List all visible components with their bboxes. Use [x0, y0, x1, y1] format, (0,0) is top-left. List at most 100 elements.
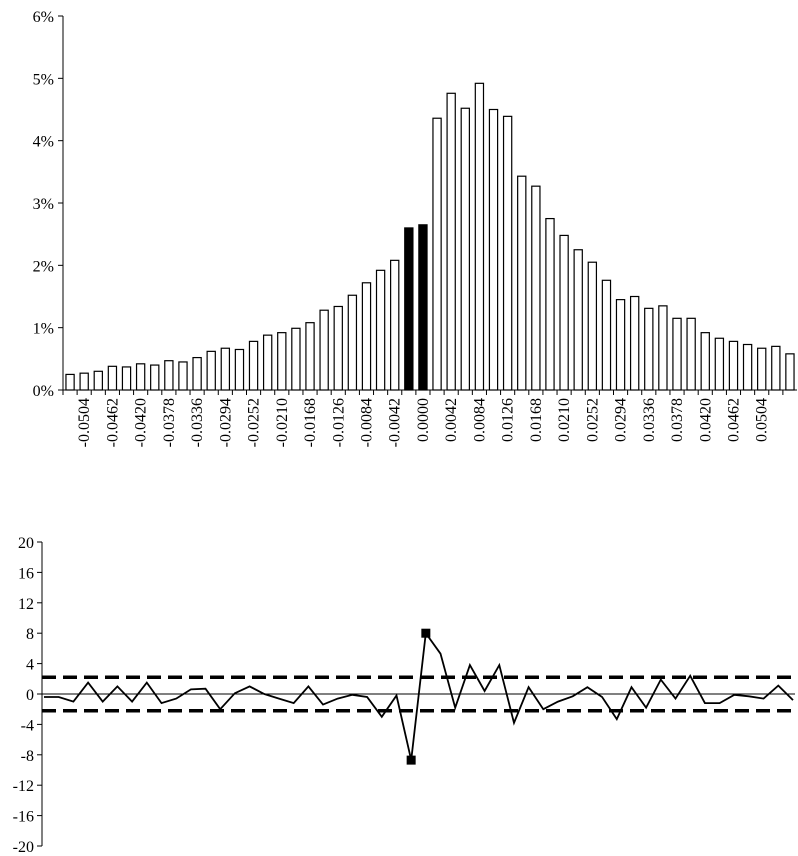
x-tick-label: 0.0042: [443, 398, 460, 442]
data-point-marker: [406, 755, 416, 765]
x-tick-label: 0.0210: [556, 398, 573, 442]
bar: [178, 361, 188, 391]
bar: [615, 299, 626, 391]
y-tick-label: -20: [13, 839, 34, 856]
bar: [150, 364, 160, 391]
x-tick-label: 0.0294: [613, 398, 630, 442]
bar: [742, 343, 753, 391]
y-tick-label: -8: [21, 748, 34, 765]
x-tick-label: -0.0420: [133, 398, 150, 447]
y-tick-label: 4%: [33, 134, 54, 151]
x-tick-label: -0.0378: [161, 398, 178, 447]
bar: [559, 234, 569, 391]
bar: [502, 115, 513, 391]
bar: [771, 345, 781, 391]
y-tick-label: 3%: [33, 196, 54, 213]
bar: [192, 356, 202, 391]
y-tick-label: 16: [18, 565, 34, 582]
bar: [446, 92, 456, 391]
y-tick-label: 1%: [33, 321, 54, 338]
bar: [545, 217, 555, 391]
bar: [672, 317, 682, 391]
highlighted-bar: [418, 224, 428, 391]
x-tick-label: -0.0252: [246, 398, 263, 447]
bar: [644, 307, 654, 391]
x-tick-label: -0.0504: [76, 398, 93, 447]
bar: [65, 373, 75, 391]
y-tick-label: 12: [18, 596, 34, 613]
x-tick-label: 0.0168: [528, 398, 545, 442]
bar: [107, 365, 118, 391]
y-tick-label: 8: [26, 626, 34, 643]
x-tick-label: 0.0084: [471, 398, 488, 442]
histogram-chart: 0% 1% 2% 3% 4% 5% 6% -0.0504 -0.0462 -0.0420 -0.03…: [33, 9, 797, 447]
y-tick-label: 6%: [33, 9, 54, 26]
bar: [728, 340, 739, 391]
bar: [517, 175, 527, 391]
bar: [587, 261, 598, 391]
x-tick-label: -0.0462: [104, 398, 121, 447]
y-tick-label: -4: [21, 717, 34, 734]
bar: [319, 309, 329, 391]
x-tick-label: -0.0126: [330, 398, 347, 447]
bar: [375, 269, 386, 391]
series-line: [44, 630, 794, 761]
bar: [629, 295, 640, 391]
x-tick-label: 0.0252: [584, 398, 601, 442]
bar: [686, 317, 696, 391]
bar: [93, 370, 103, 391]
y-tick-label: 0%: [33, 383, 54, 400]
bar: [488, 108, 499, 391]
y-tick-label: -16: [13, 809, 34, 826]
data-point-marker: [421, 628, 431, 638]
y-tick-label: 4: [26, 657, 34, 674]
bar: [79, 372, 89, 391]
bar: [135, 363, 146, 391]
x-tick-label: -0.0042: [387, 398, 404, 447]
x-tick-label: 0.0462: [725, 398, 742, 442]
x-tick-label: -0.0210: [274, 398, 291, 447]
y-tick-label: -12: [13, 778, 34, 795]
x-tick-label: 0.0126: [500, 398, 517, 442]
x-tick-label: -0.0084: [358, 398, 375, 447]
bar: [277, 332, 287, 391]
bar: [347, 294, 358, 391]
bar: [291, 327, 301, 391]
y-tick-label: 2%: [33, 258, 54, 275]
x-tick-label: -0.0336: [189, 398, 206, 447]
y-tick-label: 5%: [33, 71, 54, 88]
bar: [700, 332, 710, 391]
x-tick-label: -0.0168: [302, 398, 319, 447]
bar: [390, 259, 400, 391]
bar: [432, 117, 442, 391]
y-tick-label: 0: [26, 687, 34, 704]
x-tick-label: 0.0336: [641, 398, 658, 442]
bar: [220, 347, 231, 391]
bar: [206, 350, 216, 391]
bar: [262, 334, 273, 391]
x-tick-label: 0.0000: [415, 398, 432, 442]
bar: [757, 347, 767, 391]
bar: [164, 360, 174, 391]
bar: [121, 366, 132, 391]
bar: [305, 322, 315, 391]
bar: [460, 107, 470, 391]
bar: [234, 348, 245, 391]
bar: [531, 185, 541, 391]
x-tick-label: 0.0378: [669, 398, 686, 442]
bar: [474, 82, 485, 391]
bar: [361, 282, 372, 391]
highlighted-bar: [404, 227, 414, 391]
bar: [333, 305, 343, 391]
bar: [785, 353, 795, 391]
y-tick-label: 20: [18, 535, 34, 552]
bar: [714, 337, 725, 391]
x-tick-label: 0.0504: [754, 398, 771, 442]
bar: [658, 305, 668, 391]
x-tick-label: 0.0420: [697, 398, 714, 442]
x-tick-label: -0.0294: [217, 398, 234, 447]
bar: [248, 340, 259, 391]
bar: [601, 279, 612, 391]
bar: [573, 249, 583, 391]
